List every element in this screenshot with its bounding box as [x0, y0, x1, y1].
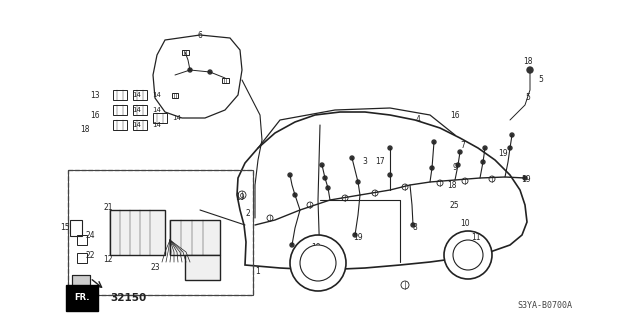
Text: 14: 14 — [132, 122, 141, 128]
Circle shape — [288, 173, 292, 177]
Text: 2: 2 — [246, 209, 250, 218]
Bar — [72, 275, 90, 287]
Circle shape — [320, 163, 324, 167]
Bar — [170, 220, 220, 255]
Text: 16: 16 — [90, 110, 100, 120]
Bar — [110, 210, 165, 255]
Circle shape — [430, 166, 434, 170]
Circle shape — [510, 133, 514, 137]
Circle shape — [323, 176, 327, 180]
Circle shape — [388, 173, 392, 177]
Bar — [185, 255, 220, 280]
Text: 5: 5 — [525, 93, 531, 102]
Text: 20: 20 — [67, 287, 77, 296]
Bar — [172, 93, 178, 98]
Text: S3YA-B0700A: S3YA-B0700A — [518, 300, 573, 309]
Text: 11: 11 — [471, 233, 481, 241]
Text: 14: 14 — [132, 92, 141, 98]
Text: 23: 23 — [150, 263, 160, 272]
Circle shape — [300, 245, 336, 281]
Text: 5: 5 — [539, 76, 543, 85]
Circle shape — [456, 163, 460, 167]
Text: 21: 21 — [103, 203, 113, 211]
Bar — [133, 105, 147, 115]
Circle shape — [208, 70, 212, 74]
Bar — [221, 78, 228, 83]
Text: 15: 15 — [60, 224, 70, 233]
Text: 19: 19 — [521, 175, 531, 184]
Bar — [68, 170, 253, 295]
PathPatch shape — [237, 112, 527, 270]
Text: 14: 14 — [152, 92, 161, 98]
Text: 7: 7 — [461, 140, 465, 150]
Circle shape — [411, 223, 415, 227]
Text: 13: 13 — [90, 91, 100, 100]
Text: 10: 10 — [460, 219, 470, 228]
Bar — [133, 90, 147, 100]
Text: 18: 18 — [80, 125, 90, 135]
Circle shape — [356, 180, 360, 184]
Circle shape — [527, 67, 533, 73]
Text: 6: 6 — [198, 31, 202, 40]
Text: 12: 12 — [103, 256, 113, 264]
Circle shape — [508, 146, 512, 150]
Circle shape — [523, 176, 527, 180]
Circle shape — [453, 240, 483, 270]
Text: 18: 18 — [447, 181, 457, 189]
Bar — [133, 120, 147, 130]
Text: 32150: 32150 — [110, 293, 146, 303]
Circle shape — [290, 235, 346, 291]
Text: FR.: FR. — [74, 293, 90, 302]
Circle shape — [432, 140, 436, 144]
Text: 14: 14 — [152, 122, 161, 128]
Text: 19: 19 — [353, 234, 363, 242]
Text: 18: 18 — [524, 57, 532, 66]
Circle shape — [388, 146, 392, 150]
Text: 24: 24 — [85, 231, 95, 240]
Text: 16: 16 — [450, 110, 460, 120]
Bar — [182, 49, 189, 55]
PathPatch shape — [153, 35, 242, 118]
Text: 22: 22 — [85, 250, 95, 259]
Bar — [153, 113, 167, 123]
Bar — [77, 253, 87, 263]
Text: 3: 3 — [363, 158, 367, 167]
Bar — [72, 275, 90, 287]
Text: 14: 14 — [132, 107, 141, 113]
Circle shape — [353, 233, 357, 237]
Text: 9: 9 — [452, 162, 458, 172]
Bar — [68, 170, 253, 295]
Text: 19: 19 — [498, 149, 508, 158]
Text: 8: 8 — [413, 224, 417, 233]
Bar — [113, 90, 127, 100]
Circle shape — [350, 156, 354, 160]
Text: 19: 19 — [311, 243, 321, 253]
Circle shape — [481, 160, 485, 164]
Text: 19: 19 — [235, 194, 245, 203]
Circle shape — [188, 68, 192, 72]
Circle shape — [326, 186, 330, 190]
Bar — [113, 105, 127, 115]
Bar — [77, 235, 87, 245]
Text: 1: 1 — [255, 268, 260, 277]
Bar — [113, 120, 127, 130]
Text: 14: 14 — [172, 115, 181, 121]
Circle shape — [483, 146, 487, 150]
Circle shape — [290, 243, 294, 247]
Text: 25: 25 — [449, 201, 459, 210]
Circle shape — [444, 231, 492, 279]
Text: 4: 4 — [415, 115, 420, 124]
Bar — [70, 220, 82, 236]
Text: 14: 14 — [152, 107, 161, 113]
Circle shape — [458, 150, 462, 154]
Circle shape — [293, 193, 297, 197]
Text: 17: 17 — [375, 158, 385, 167]
